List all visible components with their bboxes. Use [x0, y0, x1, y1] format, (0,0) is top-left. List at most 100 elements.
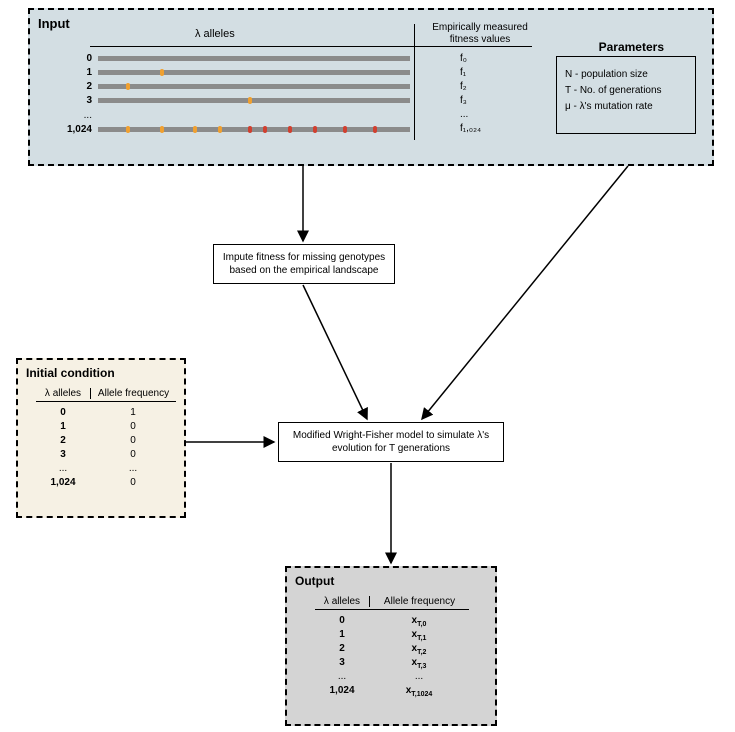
input-title: Input: [38, 16, 70, 31]
cell: 3: [315, 656, 369, 670]
allele-label: ...: [60, 110, 98, 121]
input-panel: Input λ alleles Empirically measured fit…: [28, 8, 714, 166]
cell: 1: [90, 406, 176, 420]
cell: xT,1024: [369, 684, 469, 698]
allele-row: 3: [60, 94, 410, 107]
allele-label: 0: [60, 53, 98, 64]
cell: 0: [36, 406, 90, 420]
table-row: 0xT,0: [315, 614, 469, 628]
output-panel: Output λ alleles Allele frequency 0xT,01…: [285, 566, 497, 726]
col-header: λ alleles: [315, 596, 369, 607]
cell: ...: [369, 670, 469, 684]
cell: 0: [90, 420, 176, 434]
genome-bar: [98, 84, 410, 89]
genome-bar: [98, 98, 410, 103]
cell: 0: [90, 476, 176, 490]
arrow: [422, 166, 628, 419]
allele-label: 3: [60, 95, 98, 106]
impute-fitness-box: Impute fitness for missing genotypes bas…: [213, 244, 395, 284]
mutation-marker: [160, 126, 164, 133]
mutation-marker: [313, 126, 317, 133]
fitness-label: f₂: [460, 80, 481, 93]
table-row: 1xT,1: [315, 628, 469, 642]
cell: 1: [36, 420, 90, 434]
cell: 1: [315, 628, 369, 642]
output-table: λ alleles Allele frequency 0xT,01xT,12xT…: [315, 596, 469, 698]
table-row: 10: [36, 420, 176, 434]
table-row: 30: [36, 448, 176, 462]
cell: ...: [315, 670, 369, 684]
table-row: 3xT,3: [315, 656, 469, 670]
mutation-marker: [193, 126, 197, 133]
allele-rows: 0 1 2 3 ... 1,024: [60, 52, 410, 137]
table-header: λ alleles Allele frequency: [315, 596, 469, 610]
mutation-marker: [288, 126, 292, 133]
table-row: 2xT,2: [315, 642, 469, 656]
cell: ...: [36, 462, 90, 476]
allele-label: 1,024: [60, 124, 98, 135]
fitness-label: f₁,₀₂₄: [460, 122, 481, 135]
genome-bar: [98, 70, 410, 75]
mutation-marker: [248, 97, 252, 104]
fitness-label: f₀: [460, 52, 481, 65]
cell: 2: [36, 434, 90, 448]
fitness-column: f₀ f₁ f₂ f₃ ... f₁,₀₂₄: [460, 52, 481, 136]
parameter-line: μ - λ's mutation rate: [565, 99, 687, 115]
wright-fisher-box: Modified Wright-Fisher model to simulate…: [278, 422, 504, 462]
cell: xT,0: [369, 614, 469, 628]
arrow: [303, 285, 367, 419]
allele-row: 1: [60, 66, 410, 79]
mutation-marker: [248, 126, 252, 133]
cell: 1,024: [36, 476, 90, 490]
impute-text: Impute fitness for missing genotypes bas…: [222, 251, 386, 277]
wf-text: Modified Wright-Fisher model to simulate…: [287, 429, 495, 455]
table-row: ......: [315, 670, 469, 684]
fitness-label: ...: [460, 108, 481, 121]
header-divider: [90, 46, 532, 47]
cell: 2: [315, 642, 369, 656]
col-header: Allele frequency: [369, 596, 469, 607]
fitness-column-header: Empirically measured fitness values: [425, 22, 535, 46]
mutation-marker: [160, 69, 164, 76]
mutation-marker: [126, 126, 130, 133]
table-header: λ alleles Allele frequency: [36, 388, 176, 402]
table-row: 20: [36, 434, 176, 448]
cell: xT,1: [369, 628, 469, 642]
cell: xT,3: [369, 656, 469, 670]
parameter-line: N - population size: [565, 67, 687, 83]
table-row: 01: [36, 406, 176, 420]
allele-row: ...: [60, 108, 410, 122]
cell: xT,2: [369, 642, 469, 656]
allele-row: 2: [60, 80, 410, 93]
col-header: Allele frequency: [90, 388, 176, 399]
column-divider: [414, 24, 415, 140]
fitness-label: f₁: [460, 66, 481, 79]
mutation-marker: [343, 126, 347, 133]
allele-row: 0: [60, 52, 410, 65]
fitness-label: f₃: [460, 94, 481, 107]
alleles-column-header: λ alleles: [195, 28, 235, 40]
genome-bar: [98, 56, 410, 61]
cell: 0: [315, 614, 369, 628]
cell: ...: [90, 462, 176, 476]
parameter-line: T - No. of generations: [565, 83, 687, 99]
parameters-box: N - population size T - No. of generatio…: [556, 56, 696, 134]
cell: 0: [90, 448, 176, 462]
genome-bar: [98, 127, 410, 132]
initial-condition-panel: Initial condition λ alleles Allele frequ…: [16, 358, 186, 518]
allele-label: 1: [60, 67, 98, 78]
table-row: ......: [36, 462, 176, 476]
mutation-marker: [373, 126, 377, 133]
table-row: 1,024xT,1024: [315, 684, 469, 698]
cell: 3: [36, 448, 90, 462]
output-title: Output: [295, 574, 334, 588]
initial-table: λ alleles Allele frequency 01102030.....…: [36, 388, 176, 490]
mutation-marker: [263, 126, 267, 133]
initial-title: Initial condition: [26, 366, 115, 380]
col-header: λ alleles: [36, 388, 90, 399]
allele-label: 2: [60, 81, 98, 92]
cell: 1,024: [315, 684, 369, 698]
mutation-marker: [126, 83, 130, 90]
mutation-marker: [218, 126, 222, 133]
table-row: 1,0240: [36, 476, 176, 490]
